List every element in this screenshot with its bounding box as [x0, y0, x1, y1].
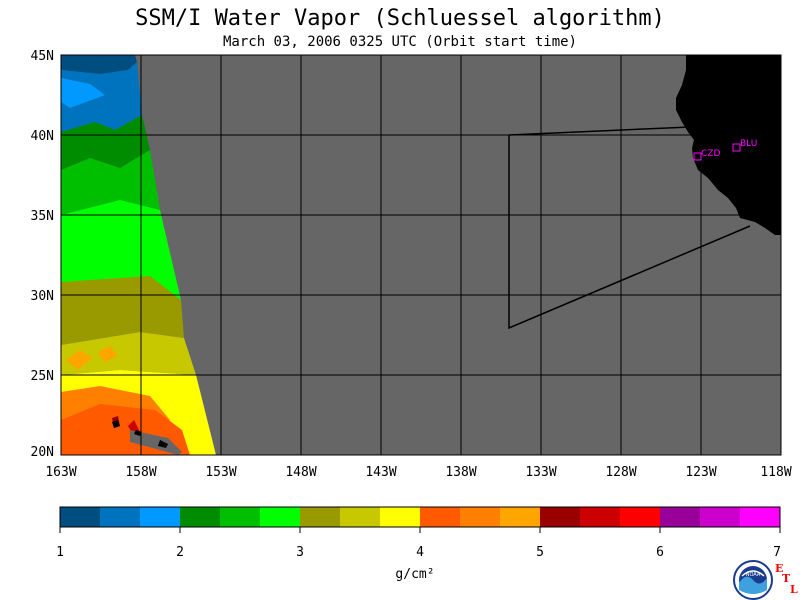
colorbar-swatch [380, 507, 421, 527]
trajectory-line [508, 126, 691, 136]
colorbar-swatch [100, 507, 141, 527]
colorbar-tick-label: 4 [416, 545, 424, 560]
lat-label: 35N [31, 209, 54, 224]
lat-label: 25N [31, 369, 54, 384]
colorbar-tick-label: 3 [296, 545, 304, 560]
colorbar-unit-label: g/cm² [395, 567, 434, 582]
colorbar-tick-label: 2 [176, 545, 184, 560]
lon-label: 158W [125, 465, 156, 480]
station-label: BLU [740, 139, 757, 149]
longitude-labels: 163W 158W 153W 148W 143W 138W 133W 128W … [45, 465, 791, 480]
colorbar [60, 507, 781, 527]
etl-letter: L [790, 583, 798, 596]
colorbar-swatch [420, 507, 461, 527]
colorbar-swatch [580, 507, 621, 527]
lat-label: 45N [31, 49, 54, 64]
colorbar-swatch [460, 507, 501, 527]
etl-logo: E T L [775, 562, 798, 596]
colorbar-swatch [500, 507, 541, 527]
map-title: SSM/I Water Vapor (Schluessel algorithm) [135, 6, 665, 31]
colorbar-tick-label: 7 [773, 545, 781, 560]
colorbar-swatch [540, 507, 581, 527]
colorbar-swatch [740, 507, 781, 527]
colorbar-tick-label: 6 [656, 545, 664, 560]
lat-label: 30N [31, 289, 54, 304]
lat-label: 40N [31, 129, 54, 144]
colorbar-swatch [220, 507, 261, 527]
station-label: CZD [701, 149, 720, 159]
latitude-labels: 45N 40N 35N 30N 25N 20N [31, 49, 54, 460]
colorbar-ticks [59, 527, 781, 533]
colorbar-swatch [140, 507, 181, 527]
etl-letter: E [775, 562, 783, 575]
lon-label: 163W [45, 465, 76, 480]
lon-label: 153W [205, 465, 236, 480]
colorbar-swatch [260, 507, 301, 527]
station-czd: CZD [693, 149, 720, 161]
lon-label: 118W [760, 465, 791, 480]
lon-label: 148W [285, 465, 316, 480]
colorbar-tick-labels: 1 2 3 4 5 6 7 [56, 545, 781, 560]
colorbar-swatch [340, 507, 381, 527]
colorbar-swatch [300, 507, 341, 527]
lat-label: 20N [31, 445, 54, 460]
land-mass [676, 55, 781, 235]
lon-label: 138W [445, 465, 476, 480]
etl-letter: T [782, 572, 791, 585]
colorbar-swatch [180, 507, 221, 527]
colorbar-tick-label: 1 [56, 545, 64, 560]
colorbar-swatch [660, 507, 701, 527]
noaa-logo: NOAA [733, 560, 773, 600]
lon-label: 128W [605, 465, 636, 480]
station-blu: BLU [732, 139, 757, 152]
map-frame [60, 54, 782, 456]
noaa-logo-text: NOAA [746, 572, 761, 578]
lon-label: 143W [365, 465, 396, 480]
trajectory-line [508, 135, 751, 330]
colorbar-swatch [60, 507, 101, 527]
swath-data [61, 55, 216, 455]
colorbar-tick-label: 5 [536, 545, 544, 560]
lon-label: 123W [685, 465, 716, 480]
lon-label: 133W [525, 465, 556, 480]
colorbar-swatch [620, 507, 661, 527]
colorbar-swatch [700, 507, 741, 527]
graticule [61, 55, 781, 455]
map-subtitle: March 03, 2006 0325 UTC (Orbit start tim… [222, 34, 577, 50]
